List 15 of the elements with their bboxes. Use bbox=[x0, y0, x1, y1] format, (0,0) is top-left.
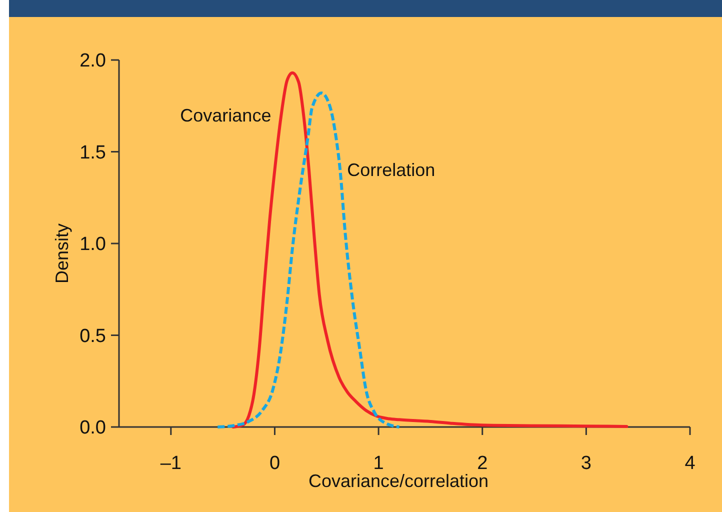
x-tick-label: 4 bbox=[684, 453, 696, 474]
x-tick-label: –1 bbox=[160, 453, 182, 474]
series-label: Correlation bbox=[347, 160, 436, 180]
x-axis-title: Covariance/correlation bbox=[308, 471, 489, 491]
x-tick-label: 1 bbox=[373, 453, 384, 474]
y-tick-label: 1.0 bbox=[80, 234, 106, 256]
y-tick-label: 0.0 bbox=[80, 418, 106, 439]
series-label: Covariance bbox=[180, 105, 272, 126]
x-tick-label: 3 bbox=[580, 453, 592, 474]
y-tick-label: 2.0 bbox=[80, 50, 106, 72]
y-tick-label: 1.5 bbox=[80, 142, 106, 164]
y-tick-label: 0.5 bbox=[80, 326, 106, 347]
x-tick-label: 0 bbox=[269, 453, 280, 474]
y-axis-title: Density bbox=[52, 223, 72, 284]
x-tick-label: 2 bbox=[477, 453, 488, 474]
